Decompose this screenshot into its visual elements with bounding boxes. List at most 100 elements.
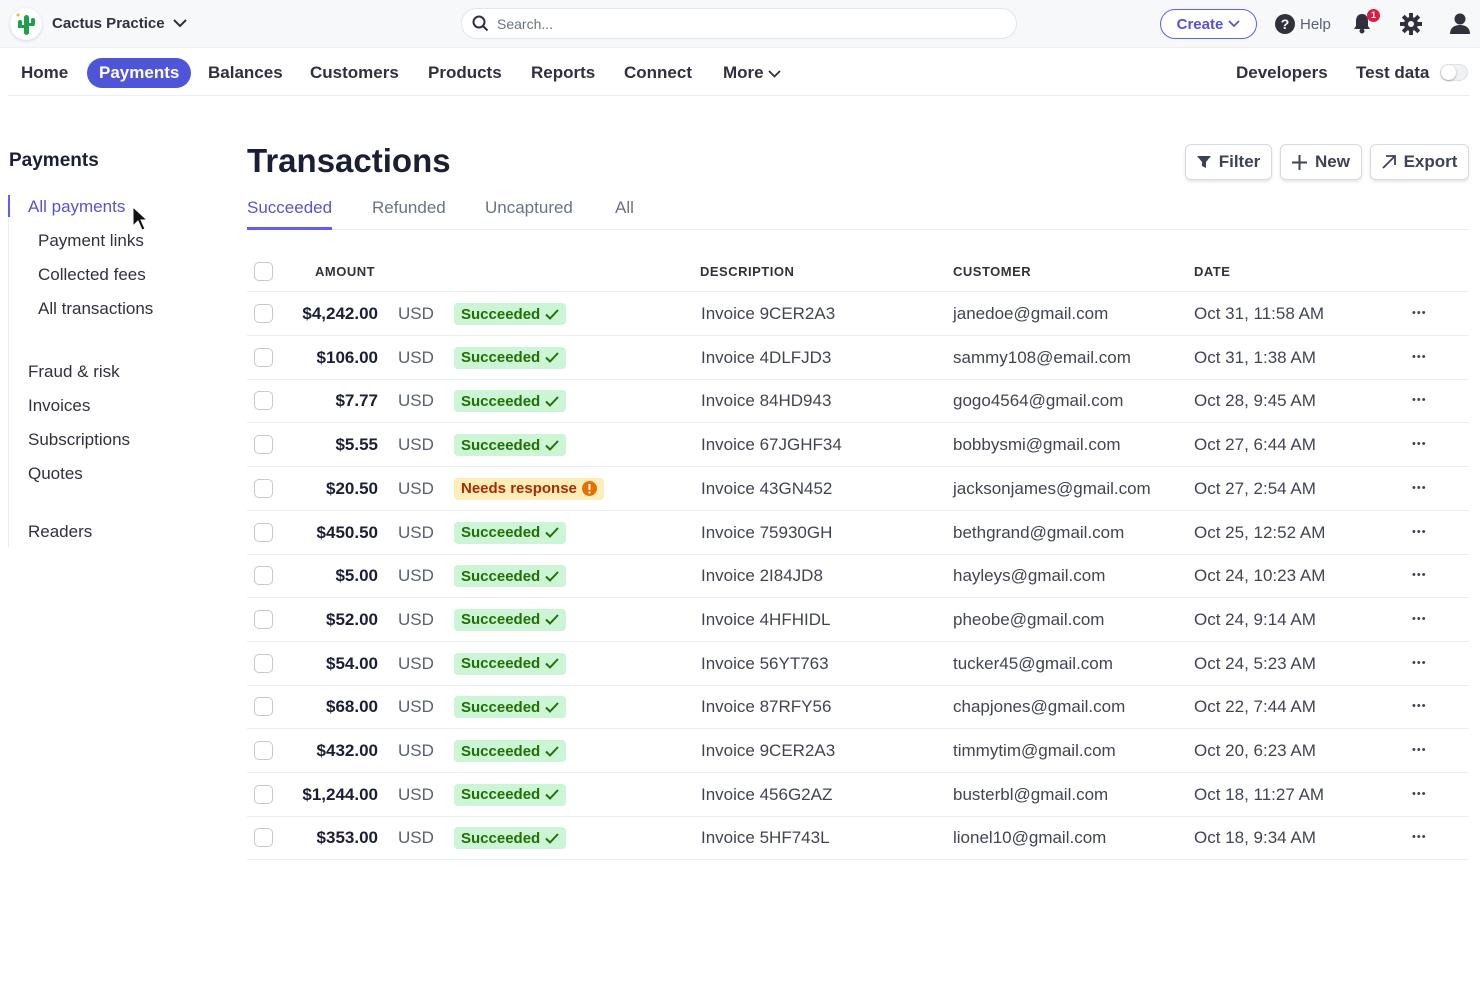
sidebar-item-fraud-risk[interactable]: Fraud & risk (28, 362, 120, 381)
more-actions-icon[interactable]: ••• (1412, 307, 1427, 319)
customer-email[interactable]: sammy108@email.com (953, 347, 1131, 367)
table-row[interactable]: $20.50 USD Needs response Invoice 43GN452 ja… (247, 467, 1469, 511)
row-checkbox[interactable] (254, 609, 273, 629)
customer-email[interactable]: chapjones@gmail.com (953, 697, 1126, 717)
table-row[interactable]: $54.00 USD Succeeded Invoice 56YT763 tucker4… (247, 642, 1469, 686)
sidebar-item-invoices[interactable]: Invoices (28, 396, 91, 415)
more-actions-icon[interactable]: ••• (1412, 700, 1427, 713)
row-checkbox[interactable] (254, 391, 273, 411)
sidebar-item-subscriptions[interactable]: Subscriptions (28, 430, 131, 449)
column-customer[interactable]: CUSTOMER (953, 264, 1032, 279)
row-checkbox[interactable] (254, 741, 273, 760)
row-checkbox[interactable] (254, 828, 273, 848)
sidebar-item-all-transactions[interactable]: All transactions (38, 299, 154, 318)
customer-email[interactable]: pheobe@gmail.com (953, 609, 1105, 629)
sidebar-item-readers[interactable]: Readers (28, 522, 93, 541)
sidebar-item-collected-fees[interactable]: Collected fees (38, 265, 146, 284)
table-row[interactable]: $450.50 USD Succeeded Invoice 75930GH bethgr… (247, 511, 1469, 555)
search-input[interactable] (497, 15, 977, 32)
sidebar-item-quotes[interactable]: Quotes (28, 464, 83, 483)
row-checkbox[interactable] (254, 435, 273, 455)
filter-button[interactable]: Filter (1185, 144, 1272, 180)
tab-succeeded[interactable]: Succeeded (247, 195, 333, 230)
row-checkbox[interactable] (254, 347, 273, 367)
create-button[interactable]: Create (1160, 9, 1257, 39)
help-button[interactable]: ? Help (1275, 14, 1331, 34)
select-all-checkbox[interactable] (254, 262, 273, 281)
table-row[interactable]: $4,242.00 USD Succeeded Invoice 9CER2A3 jane… (247, 292, 1469, 336)
nav-connect[interactable]: Connect (624, 63, 692, 82)
customer-email[interactable]: tucker45@gmail.com (953, 653, 1113, 673)
more-actions-icon[interactable]: ••• (1412, 787, 1427, 800)
tab-all[interactable]: All (615, 198, 634, 217)
more-actions-icon[interactable]: ••• (1412, 831, 1427, 844)
row-checkbox[interactable] (254, 697, 273, 717)
more-actions-icon[interactable]: ••• (1412, 394, 1427, 407)
cactus-logo-icon[interactable] (10, 8, 42, 40)
column-description[interactable]: DESCRIPTION (700, 264, 795, 279)
nav-customers[interactable]: Customers (310, 63, 399, 82)
customer-email[interactable]: busterbl@gmail.com (953, 784, 1109, 804)
more-actions-icon[interactable]: ••• (1412, 656, 1427, 669)
main-nav: Home Payments Balances Customers Product… (8, 58, 1470, 96)
customer-email[interactable]: timmytim@gmail.com (953, 741, 1116, 760)
table-row[interactable]: $432.00 USD Succeeded Invoice 9CER2A3 timmyt… (247, 729, 1469, 773)
tab-refunded[interactable]: Refunded (372, 198, 446, 217)
status-label: Succeeded (461, 524, 541, 541)
description: Invoice 75930GH (701, 522, 833, 542)
table-row[interactable]: $5.00 USD Succeeded Invoice 2I84JD8 hayleys@… (247, 554, 1469, 599)
more-actions-icon[interactable]: ••• (1412, 569, 1427, 582)
row-checkbox[interactable] (254, 304, 273, 323)
more-actions-icon[interactable]: ••• (1412, 350, 1427, 363)
more-actions-icon[interactable]: ••• (1412, 525, 1427, 538)
table-row[interactable]: $106.00 USD Succeeded Invoice 4DLFJD3 sammy1… (247, 336, 1469, 380)
customer-email[interactable]: janedoe@gmail.com (953, 304, 1109, 323)
row-checkbox[interactable] (254, 566, 273, 586)
table-row[interactable]: $5.55 USD Succeeded Invoice 67JGHF34 bobbysm… (247, 423, 1469, 468)
export-button[interactable]: Export (1370, 144, 1469, 180)
nav-payments[interactable]: Payments (87, 58, 192, 88)
customer-email[interactable]: bobbysmi@gmail.com (953, 435, 1121, 455)
sidebar-item-all-payments[interactable]: All payments (28, 197, 126, 216)
test-data-toggle[interactable] (1440, 64, 1468, 81)
new-button[interactable]: New (1280, 144, 1362, 180)
search-bar[interactable] (461, 8, 1017, 39)
more-actions-icon[interactable]: ••• (1412, 612, 1427, 625)
table-row[interactable]: $68.00 USD Succeeded Invoice 87RFY56 chapjon… (247, 685, 1469, 730)
table-row[interactable]: $353.00 USD Succeeded Invoice 5HF743L lionel… (247, 816, 1469, 861)
column-date[interactable]: DATE (1194, 264, 1231, 279)
row-checkbox[interactable] (254, 784, 273, 804)
customer-email[interactable]: lionel10@gmail.com (953, 828, 1107, 848)
tab-uncaptured[interactable]: Uncaptured (485, 198, 573, 217)
column-amount[interactable]: AMOUNT (315, 264, 376, 279)
date: Oct 18, 11:27 AM (1194, 784, 1325, 804)
nav-products[interactable]: Products (428, 63, 502, 82)
nav-developers[interactable]: Developers (1236, 63, 1328, 82)
customer-email[interactable]: hayleys@gmail.com (953, 566, 1106, 586)
customer-email[interactable]: bethgrand@gmail.com (953, 522, 1125, 542)
more-actions-icon[interactable]: ••• (1412, 438, 1427, 451)
table-row[interactable]: $7.77 USD Succeeded Invoice 84HD943 gogo4564… (247, 379, 1469, 424)
settings-button[interactable] (1400, 13, 1422, 40)
more-actions-icon[interactable]: ••• (1412, 481, 1427, 494)
row-checkbox[interactable] (254, 653, 273, 673)
nav-balances[interactable]: Balances (208, 63, 283, 82)
account-switcher[interactable]: Cactus Practice (52, 15, 187, 32)
help-icon: ? (1275, 14, 1295, 34)
table-header: AMOUNT DESCRIPTION CUSTOMER DATE (247, 252, 1469, 292)
profile-button[interactable] (1449, 12, 1471, 39)
customer-email[interactable]: jacksonjames@gmail.com (953, 478, 1151, 498)
sidebar-item-payment-links[interactable]: Payment links (38, 231, 144, 250)
notifications-button[interactable]: 1 (1352, 9, 1380, 39)
row-checkbox[interactable] (254, 522, 273, 542)
table-row[interactable]: $52.00 USD Succeeded Invoice 4HFHIDL pheobe@… (247, 598, 1469, 642)
more-actions-icon[interactable]: ••• (1412, 744, 1427, 756)
nav-reports[interactable]: Reports (531, 63, 596, 82)
chevron-down-icon (172, 19, 187, 28)
table-row[interactable]: $1,244.00 USD Succeeded Invoice 456G2AZ bust… (247, 773, 1469, 817)
status-badge: Succeeded (454, 346, 567, 369)
customer-email[interactable]: gogo4564@gmail.com (953, 391, 1124, 411)
nav-home[interactable]: Home (21, 63, 69, 82)
nav-more[interactable]: More (711, 58, 793, 88)
row-checkbox[interactable] (254, 478, 273, 498)
